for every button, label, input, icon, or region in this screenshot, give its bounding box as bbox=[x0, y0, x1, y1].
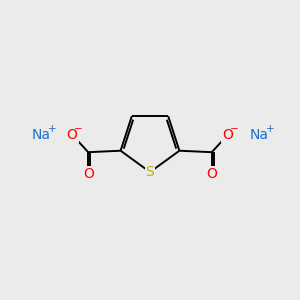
Text: +: + bbox=[48, 124, 56, 134]
Text: O: O bbox=[223, 128, 233, 142]
Text: O: O bbox=[67, 128, 77, 142]
Text: Na: Na bbox=[32, 128, 51, 142]
Text: −: − bbox=[74, 124, 82, 134]
Text: S: S bbox=[146, 165, 154, 179]
Text: −: − bbox=[230, 124, 239, 134]
Text: Na: Na bbox=[249, 128, 268, 142]
Text: O: O bbox=[206, 167, 217, 181]
Text: +: + bbox=[266, 124, 274, 134]
Text: O: O bbox=[83, 167, 94, 181]
